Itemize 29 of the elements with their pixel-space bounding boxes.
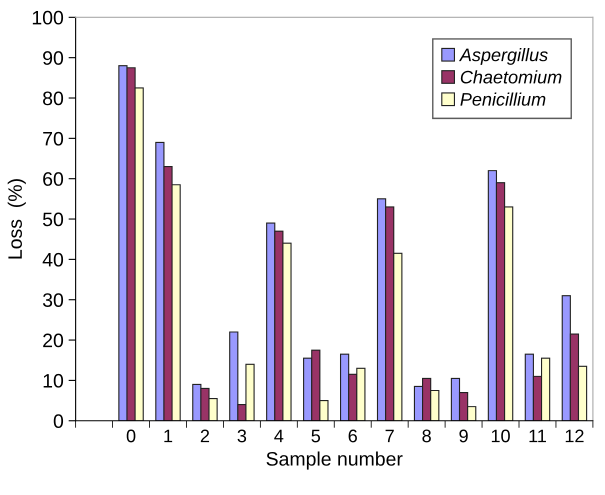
- x-tick-label: 7: [386, 430, 394, 442]
- x-tick-label: 12: [566, 430, 584, 442]
- x-tick-label: 5: [311, 430, 320, 442]
- y-tick-label: 30: [42, 293, 64, 307]
- x-tick-label: 4: [274, 430, 284, 442]
- x-tick-label: 11: [529, 430, 546, 442]
- x-tick-label: 3: [238, 430, 246, 442]
- y-tick-label: 90: [43, 51, 64, 65]
- x-tick-label: 1: [164, 430, 172, 442]
- x-tick-label: 2: [200, 430, 210, 442]
- x-tick-label: 6: [348, 430, 357, 442]
- y-tick-label: 100: [32, 10, 64, 25]
- y-tick-label: 50: [42, 212, 64, 226]
- y-tick-label: 40: [42, 252, 64, 267]
- y-tick-label: 10: [44, 374, 64, 388]
- x-tick-label: 8: [422, 430, 431, 442]
- x-axis-title: Sample number: [266, 451, 403, 470]
- y-axis-title: Loss (%): [8, 179, 26, 258]
- y-tick-label: 70: [43, 132, 64, 146]
- x-tick-label: 0: [126, 430, 136, 442]
- legend-label: Aspergillus: [458, 48, 548, 65]
- y-tick-label: 20: [43, 334, 64, 348]
- y-tick-label: 60: [43, 172, 64, 186]
- y-tick-label: 0: [54, 414, 64, 428]
- y-tick-label: 80: [43, 91, 64, 106]
- x-tick-label: 10: [492, 430, 510, 442]
- legend-label: Chaetomium: [460, 70, 562, 84]
- x-tick-label: 9: [459, 430, 468, 442]
- legend-label: Penicillium: [460, 92, 546, 106]
